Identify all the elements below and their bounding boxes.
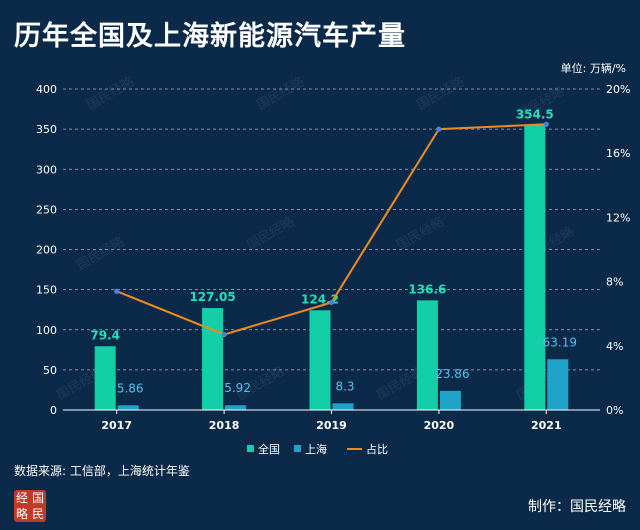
y-left-tick-label: 350 — [36, 123, 57, 136]
legend-label-national: 全国 — [258, 442, 280, 456]
label-national: 127.05 — [189, 290, 235, 304]
label-shanghai: 63.19 — [543, 335, 577, 349]
y-left-tick-label: 200 — [36, 244, 57, 257]
logo: 经 国 略 民 — [14, 490, 46, 522]
y-axis-right: 0% 4% 8% 12% 16% 20% — [606, 83, 630, 417]
share-point — [543, 121, 549, 127]
legend-swatch-shanghai — [294, 445, 301, 452]
bar-shanghai — [117, 405, 139, 410]
grid-lines — [63, 88, 600, 371]
logo-char: 民 — [31, 507, 44, 521]
logo-char: 国 — [31, 491, 44, 505]
watermark-text: 国民经略 — [394, 214, 447, 254]
legend: 全国 上海 占比 — [247, 442, 388, 456]
share-line — [114, 121, 549, 338]
label-shanghai: 5.92 — [224, 381, 251, 395]
unit-label: 单位: 万辆/% — [560, 62, 626, 75]
watermark-text: 国民经略 — [254, 74, 307, 114]
x-tick-label: 2018 — [209, 419, 240, 432]
bar-national — [416, 300, 438, 410]
bar-national — [202, 308, 224, 410]
share-point — [328, 299, 335, 306]
watermark-text: 国民经略 — [84, 74, 137, 114]
y-right-tick-label: 0% — [606, 404, 623, 417]
legend-label-shanghai: 上海 — [305, 442, 327, 456]
bar-shanghai — [332, 403, 354, 410]
y-right-tick-label: 4% — [606, 340, 623, 353]
y-left-tick-label: 100 — [36, 324, 57, 337]
y-right-tick-label: 12% — [606, 211, 630, 224]
author-credit: 制作：国民经略 — [528, 499, 626, 515]
y-left-tick-label: 250 — [36, 203, 57, 216]
legend-label-share: 占比 — [366, 442, 388, 456]
label-national: 136.6 — [408, 282, 446, 296]
watermark-text: 国民经略 — [74, 234, 127, 274]
watermark-text: 国民经略 — [414, 74, 467, 114]
share-point — [114, 288, 120, 294]
x-tick-label: 2021 — [531, 419, 562, 432]
label-shanghai: 8.3 — [335, 379, 354, 393]
y-left-tick-label: 300 — [36, 163, 57, 176]
label-shanghai: 23.86 — [435, 367, 469, 381]
x-tick-label: 2019 — [316, 419, 347, 432]
y-right-tick-label: 20% — [606, 83, 630, 96]
y-right-tick-label: 16% — [606, 147, 630, 160]
watermark-text: 国民经略 — [244, 214, 297, 254]
y-axis-left: 0 50 100 150 200 250 300 350 400 — [36, 83, 57, 417]
chart-title: 历年全国及上海新能源汽车产量 — [14, 21, 406, 52]
share-point — [221, 331, 227, 338]
bar-national — [309, 310, 331, 410]
logo-char: 略 — [15, 507, 28, 521]
label-national: 354.5 — [516, 108, 554, 122]
bar-shanghai — [547, 359, 569, 410]
legend-swatch-national — [247, 445, 254, 452]
bar-national — [94, 346, 116, 410]
bar-shanghai — [439, 390, 461, 410]
logo-char: 经 — [15, 491, 28, 505]
bar-national — [524, 125, 546, 411]
y-left-tick-label: 50 — [43, 364, 57, 377]
y-left-tick-label: 0 — [50, 404, 57, 417]
bars: 79.45.86127.055.92124.28.3136.623.86354.… — [90, 108, 577, 411]
y-right-tick-label: 8% — [606, 276, 623, 289]
y-left-tick-label: 150 — [36, 284, 57, 297]
label-shanghai: 5.86 — [117, 381, 144, 395]
x-tick-label: 2020 — [424, 419, 455, 432]
x-axis: 2017 2018 2019 2020 2021 — [63, 409, 600, 432]
x-tick-label: 2017 — [101, 419, 132, 432]
label-national: 79.4 — [90, 328, 120, 342]
y-left-tick-label: 400 — [36, 83, 57, 96]
share-point — [436, 126, 442, 132]
bar-shanghai — [225, 405, 247, 410]
data-source: 数据来源: 工信部，上海统计年鉴 — [14, 464, 190, 478]
